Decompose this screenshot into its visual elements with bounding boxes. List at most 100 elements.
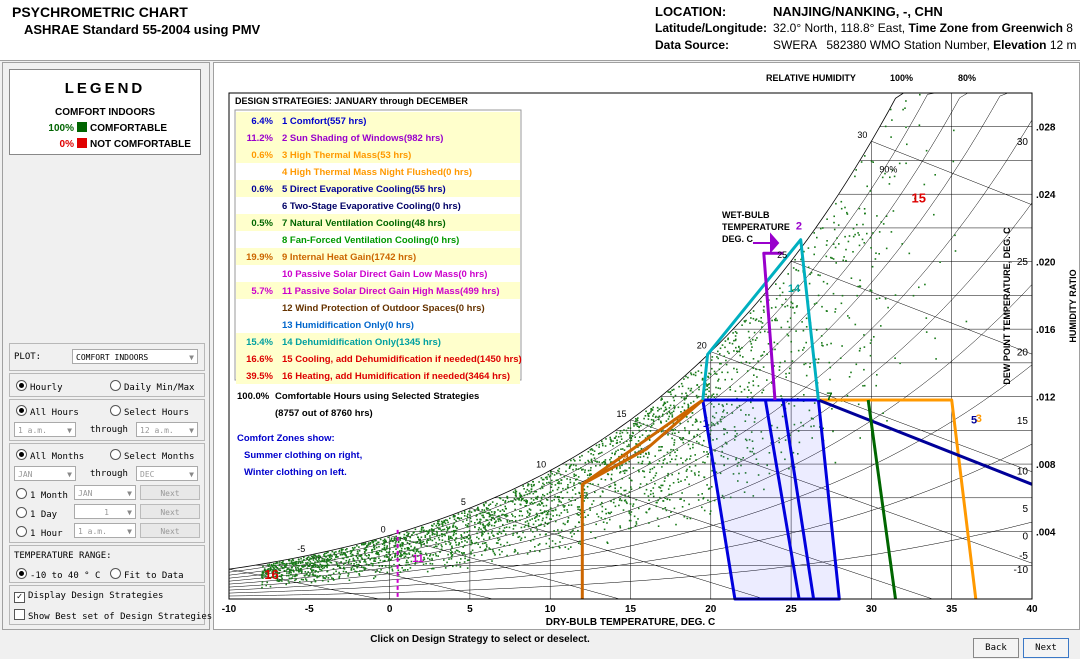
data-point — [619, 526, 622, 529]
data-point — [708, 383, 710, 385]
data-point — [295, 573, 297, 576]
data-point — [589, 509, 591, 511]
data-point — [670, 493, 673, 496]
hourly-radio[interactable]: Hourly — [16, 380, 63, 393]
data-point — [331, 555, 333, 557]
data-point — [333, 553, 336, 556]
data-point — [710, 396, 713, 398]
data-point — [468, 534, 470, 536]
daily-radio[interactable]: Daily Min/Max — [110, 380, 194, 393]
data-point — [704, 461, 706, 464]
data-point — [699, 435, 701, 438]
data-point — [601, 510, 604, 513]
one-day-radio[interactable]: 1 Day — [16, 507, 57, 520]
data-point — [863, 208, 866, 210]
data-point — [372, 541, 374, 544]
select-months-radio[interactable]: Select Months — [110, 449, 194, 462]
one-hour-select[interactable]: 1 a.m. ▼ — [74, 523, 136, 538]
data-point — [753, 452, 755, 455]
all-hours-radio[interactable]: All Hours — [16, 405, 79, 418]
data-point — [595, 465, 597, 467]
data-point — [323, 552, 326, 555]
data-point — [491, 501, 494, 503]
app-title: PSYCHROMETRIC CHART — [12, 4, 188, 20]
data-point — [489, 509, 491, 511]
temp-range-radio-1[interactable]: -10 to 40 ° C — [16, 568, 100, 581]
next-button[interactable]: Next — [1023, 638, 1069, 658]
data-point — [532, 492, 535, 495]
data-point — [619, 471, 622, 473]
data-point — [485, 519, 487, 522]
data-point — [619, 497, 621, 500]
data-point — [825, 244, 828, 246]
month-to-select[interactable]: DEC ▼ — [136, 466, 198, 481]
data-point — [752, 380, 754, 382]
one-day-select[interactable]: 1 ▼ — [74, 504, 136, 519]
one-month-radio[interactable]: 1 Month — [16, 488, 68, 501]
next-day-button[interactable]: Next — [140, 504, 200, 519]
data-point — [365, 555, 368, 557]
data-point — [374, 560, 377, 562]
data-point — [299, 561, 301, 563]
hour-from-select[interactable]: 1 a.m. ▼ — [14, 422, 76, 437]
data-point — [674, 394, 677, 397]
one-month-select[interactable]: JAN ▼ — [74, 485, 136, 500]
data-point — [813, 425, 815, 427]
data-point — [314, 565, 316, 567]
fit-to-data-radio[interactable]: Fit to Data — [110, 568, 184, 581]
data-point — [653, 420, 655, 423]
data-point — [546, 482, 548, 484]
data-point — [646, 435, 649, 437]
all-months-radio[interactable]: All Months — [16, 449, 84, 462]
show-best-checkbox[interactable]: Show Best set of Design Strategies — [14, 609, 212, 622]
display-strategies-checkbox[interactable]: ✓ Display Design Strategies — [14, 591, 163, 603]
data-point — [689, 517, 692, 520]
data-point — [414, 563, 416, 565]
data-point — [744, 420, 747, 422]
data-point — [755, 318, 758, 320]
data-point — [490, 511, 493, 513]
data-point — [735, 457, 738, 459]
data-point — [324, 577, 327, 580]
data-point — [526, 516, 528, 518]
data-point — [889, 108, 892, 111]
data-point — [447, 527, 449, 530]
data-point — [403, 552, 405, 555]
data-point — [404, 551, 406, 554]
data-point — [817, 274, 819, 276]
data-point — [741, 346, 743, 349]
data-point — [346, 556, 348, 559]
data-point — [608, 486, 610, 488]
select-hours-radio[interactable]: Select Hours — [110, 405, 189, 418]
data-point — [713, 499, 716, 502]
one-hour-radio[interactable]: 1 Hour — [16, 526, 63, 539]
data-point — [346, 551, 349, 553]
data-point — [288, 559, 291, 562]
data-point — [404, 553, 407, 555]
data-point — [694, 454, 696, 456]
data-point — [706, 484, 708, 486]
data-point — [460, 517, 463, 519]
data-point — [633, 515, 636, 518]
data-point — [697, 428, 700, 431]
data-point — [758, 320, 760, 322]
data-point — [275, 577, 277, 580]
zone-label-5: 5 — [971, 415, 977, 427]
hour-to-select[interactable]: 12 a.m. ▼ — [136, 422, 198, 437]
next-month-button[interactable]: Next — [140, 485, 200, 500]
plot-select[interactable]: COMFORT INDOORS ▼ — [72, 349, 198, 364]
data-point — [579, 456, 581, 458]
back-button[interactable]: Back — [973, 638, 1019, 658]
data-point — [685, 375, 687, 378]
data-point — [317, 561, 319, 563]
data-point — [599, 452, 601, 454]
data-point — [484, 526, 486, 529]
data-point — [281, 580, 283, 582]
data-point — [479, 523, 482, 525]
data-point — [834, 308, 837, 310]
next-hour-button[interactable]: Next — [140, 523, 200, 538]
data-point — [647, 418, 650, 420]
data-point — [340, 561, 342, 563]
month-from-select[interactable]: JAN ▼ — [14, 466, 76, 481]
data-point — [485, 502, 487, 504]
